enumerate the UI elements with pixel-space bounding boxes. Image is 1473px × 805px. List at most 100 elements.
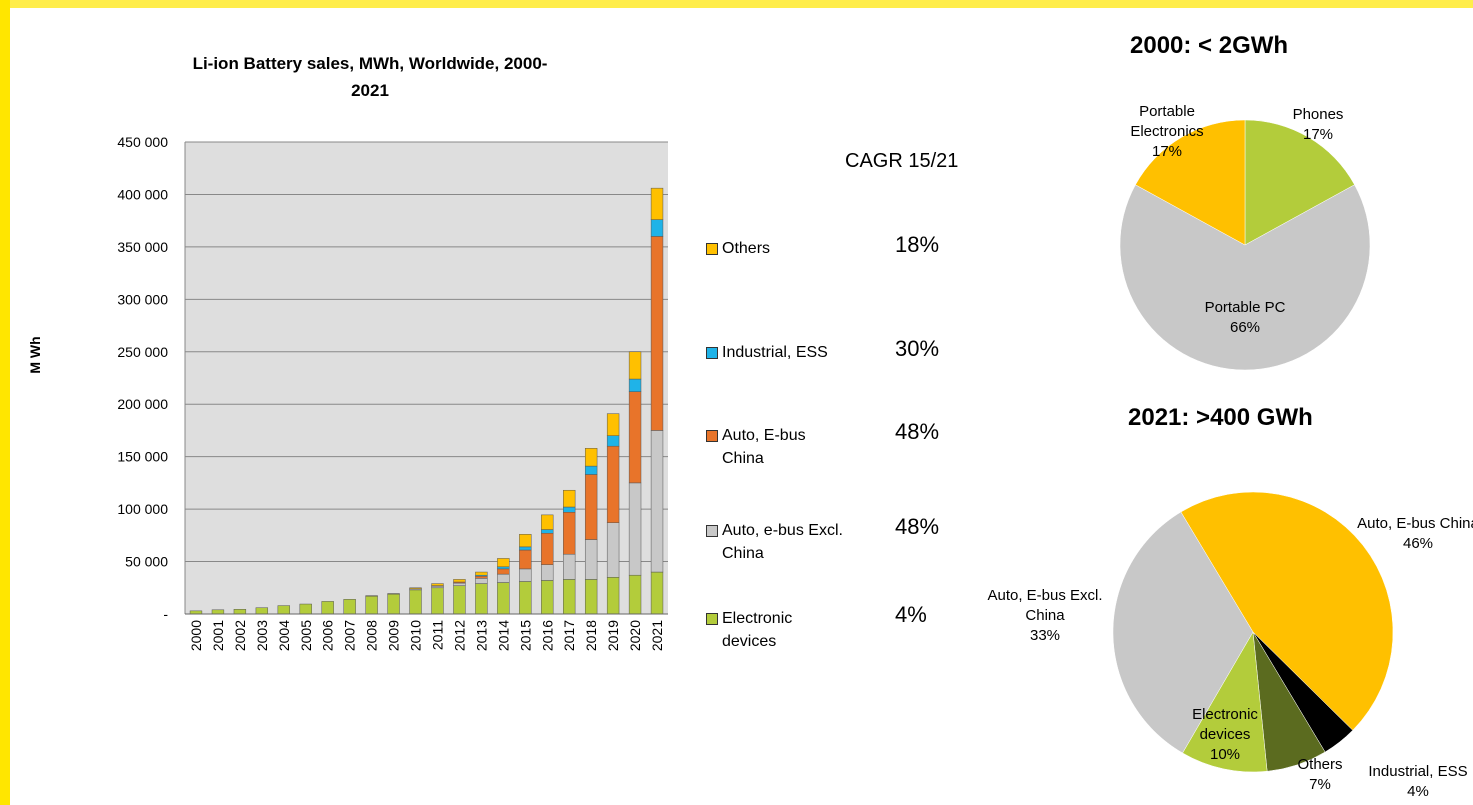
y-tick-label: - bbox=[163, 606, 168, 622]
bar-segment bbox=[628, 482, 642, 576]
pie-label: Portable Electronics 17% bbox=[1107, 102, 1227, 162]
y-tick-label: 50 000 bbox=[125, 554, 168, 570]
slice-name: Portable Electronics bbox=[1130, 103, 1204, 140]
bar-segment bbox=[409, 589, 422, 615]
slice-name: Auto, E-bus Excl. China bbox=[987, 587, 1103, 624]
x-tick-label: 2020 bbox=[627, 620, 643, 651]
cagr-value: 48% bbox=[895, 514, 940, 539]
bar-segment bbox=[519, 546, 532, 551]
bar-segment bbox=[541, 580, 554, 615]
bar-segment bbox=[497, 582, 510, 615]
cagr-value: 4% bbox=[895, 602, 927, 627]
slice-name: Phones bbox=[1292, 106, 1344, 123]
slice-value: 7% bbox=[1309, 776, 1331, 793]
pie-label: Phones 17% bbox=[1273, 105, 1363, 145]
bar-segment bbox=[541, 529, 554, 534]
bar-segment bbox=[321, 601, 334, 615]
bar-segment bbox=[541, 514, 554, 530]
pie-label: Industrial, ESS 4% bbox=[1358, 762, 1473, 802]
legend-label: Industrial, ESS bbox=[722, 344, 828, 361]
bar-segment bbox=[409, 587, 422, 590]
legend-item: Others bbox=[706, 237, 882, 260]
bar-segment bbox=[584, 579, 598, 615]
bar-segment bbox=[541, 564, 554, 581]
legend-swatch bbox=[706, 430, 718, 442]
y-tick-label: 400 000 bbox=[117, 186, 168, 202]
legend-label: Auto, e-bus Excl. China bbox=[722, 522, 843, 562]
y-tick-label: 300 000 bbox=[117, 291, 168, 307]
x-tick-label: 2018 bbox=[583, 620, 599, 651]
bar-segment bbox=[628, 351, 642, 380]
bar-segment bbox=[387, 593, 400, 595]
slice-value: 4% bbox=[1407, 783, 1429, 800]
legend-swatch bbox=[706, 613, 718, 625]
y-tick-label: 100 000 bbox=[117, 501, 168, 517]
top-border bbox=[0, 0, 1473, 8]
slice-value: 46% bbox=[1402, 535, 1434, 552]
bar-segment bbox=[563, 553, 576, 580]
bar-segment bbox=[431, 583, 444, 586]
bar-segment bbox=[584, 539, 598, 580]
bar-segment bbox=[453, 585, 466, 615]
bar-segment bbox=[497, 566, 510, 570]
pie-title: 2000: < 2GWh bbox=[1130, 32, 1289, 59]
legend-item: Electronic devices bbox=[706, 607, 822, 653]
y-tick-label: 150 000 bbox=[117, 449, 168, 465]
bar-segment bbox=[519, 549, 532, 570]
legend-item: Industrial, ESS bbox=[706, 341, 882, 364]
legend-label: Electronic devices bbox=[722, 610, 793, 650]
bar-segment bbox=[475, 578, 488, 584]
pie-label: Others 7% bbox=[1280, 755, 1360, 795]
y-tick-label: 350 000 bbox=[117, 239, 168, 255]
bar-segment bbox=[606, 577, 620, 615]
x-tick-label: 2011 bbox=[429, 620, 445, 650]
x-tick-label: 2009 bbox=[386, 620, 402, 651]
bar-segment bbox=[211, 609, 225, 615]
pie-title: 2021: >400 GWh bbox=[1128, 404, 1313, 431]
bar-segment bbox=[365, 595, 378, 597]
bar-segment bbox=[606, 445, 620, 523]
bar-segment bbox=[650, 219, 664, 237]
bar-segment bbox=[650, 571, 664, 615]
x-tick-label: 2004 bbox=[276, 620, 292, 651]
bar-segment bbox=[650, 187, 664, 220]
legend-label: Auto, E-bus China bbox=[722, 427, 806, 467]
pie-slice bbox=[1182, 631, 1268, 773]
chart-title: Li-ion Battery sales, MWh, Worldwide, 20… bbox=[192, 54, 548, 100]
x-tick-label: 2016 bbox=[539, 620, 555, 651]
pie-slice bbox=[1180, 491, 1394, 731]
x-tick-label: 2007 bbox=[342, 620, 358, 651]
pie-slice bbox=[1112, 511, 1254, 754]
x-tick-label: 2013 bbox=[473, 620, 489, 651]
legend-label: Others bbox=[722, 240, 771, 257]
bar-segment bbox=[606, 413, 620, 436]
pie-label: Portable PC 66% bbox=[1185, 298, 1305, 338]
bar-segment bbox=[497, 558, 510, 568]
x-tick-label: 2008 bbox=[364, 620, 380, 651]
bar-segment bbox=[584, 474, 598, 540]
y-tick-label: 250 000 bbox=[117, 344, 168, 360]
legend-swatch bbox=[706, 243, 718, 255]
bar-segment bbox=[628, 378, 642, 392]
slice-name: Electronic devices bbox=[1192, 706, 1258, 743]
slice-value: 10% bbox=[1209, 746, 1241, 763]
slice-name: Others bbox=[1297, 756, 1343, 773]
pie-label: Auto, E-bus Excl. China 33% bbox=[970, 586, 1120, 646]
bar-segment bbox=[453, 579, 466, 583]
x-tick-label: 2000 bbox=[188, 620, 204, 651]
bar-segment bbox=[606, 522, 620, 578]
bar-segment bbox=[650, 236, 664, 431]
bar-segment bbox=[606, 435, 620, 447]
bar-segment bbox=[563, 506, 576, 513]
x-tick-label: 2012 bbox=[451, 620, 467, 651]
bar-segment bbox=[519, 581, 532, 615]
left-border bbox=[0, 0, 10, 805]
bar-segment bbox=[255, 607, 269, 615]
bar-segment bbox=[365, 595, 378, 615]
cagr-value: 18% bbox=[895, 232, 940, 257]
bar-segment bbox=[277, 605, 290, 615]
x-tick-label: 2010 bbox=[408, 620, 424, 651]
bar-segment bbox=[519, 568, 532, 582]
y-tick-label: 450 000 bbox=[117, 134, 168, 150]
